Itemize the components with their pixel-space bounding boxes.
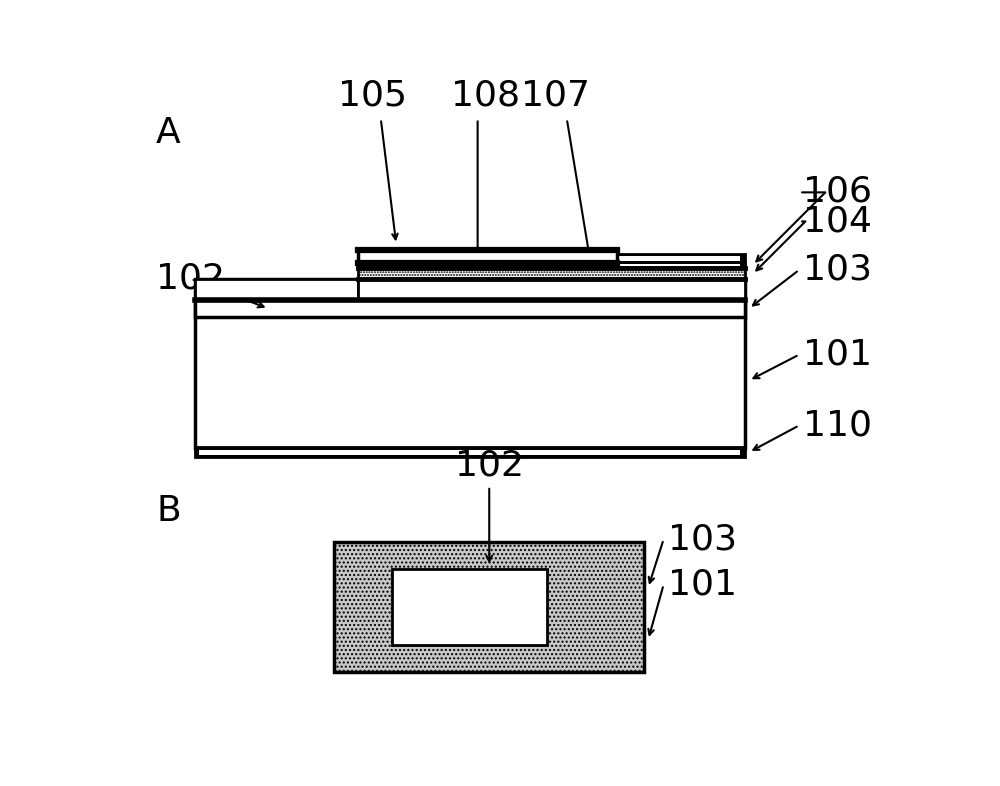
Bar xyxy=(358,279,745,300)
Text: 108: 108 xyxy=(451,79,520,112)
Bar xyxy=(195,279,358,300)
Bar xyxy=(195,300,358,317)
Text: 102: 102 xyxy=(156,262,225,296)
Text: 105: 105 xyxy=(338,79,408,112)
Text: 101: 101 xyxy=(668,567,736,601)
Text: 110: 110 xyxy=(803,409,872,443)
Bar xyxy=(195,447,745,457)
Bar xyxy=(362,256,740,261)
Bar xyxy=(195,300,745,317)
Bar xyxy=(392,569,547,645)
Bar xyxy=(195,279,745,448)
Bar xyxy=(362,264,740,266)
Bar xyxy=(358,300,512,317)
Bar xyxy=(334,542,644,672)
Text: 107: 107 xyxy=(521,79,590,112)
Text: B: B xyxy=(156,494,181,527)
Text: 103: 103 xyxy=(803,253,872,287)
Text: 102: 102 xyxy=(455,449,524,483)
Bar xyxy=(358,268,745,279)
Text: 103: 103 xyxy=(668,522,736,556)
Text: 104: 104 xyxy=(803,204,872,238)
Text: 101: 101 xyxy=(803,337,872,372)
Text: A: A xyxy=(156,116,181,149)
Bar xyxy=(358,251,617,263)
Text: 106: 106 xyxy=(803,174,872,208)
Bar xyxy=(199,450,740,455)
Bar xyxy=(358,254,745,263)
Bar xyxy=(512,300,745,317)
Bar xyxy=(358,263,745,268)
